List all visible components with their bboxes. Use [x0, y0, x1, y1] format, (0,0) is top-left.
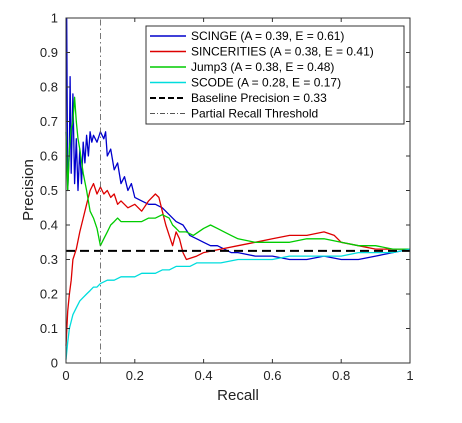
y-tick-label: 0.4 [40, 218, 58, 233]
x-tick-label: 0.8 [332, 368, 350, 383]
y-tick-label: 1 [51, 11, 58, 26]
x-tick-label: 0 [62, 368, 69, 383]
x-tick-label: 1 [406, 368, 413, 383]
legend-label: Partial Recall Threshold [191, 107, 318, 121]
legend-box [145, 25, 405, 125]
legend-label: Jump3 (A = 0.38, E = 0.48) [191, 60, 334, 74]
y-tick-label: 0.5 [40, 183, 58, 198]
y-tick-label: 0.1 [40, 321, 58, 336]
legend-label: SINCERITIES (A = 0.38, E = 0.41) [191, 45, 374, 59]
y-tick-label: 0.3 [40, 252, 58, 267]
series-line-scode [65, 248, 411, 360]
y-tick-label: 0.8 [40, 80, 58, 95]
series-line-sincerities [65, 182, 410, 346]
x-tick-label: 0.2 [126, 368, 144, 383]
y-tick-label: 0.9 [40, 45, 58, 60]
legend: SCINGE (A = 0.39, E = 0.61) SINCERITIES (… [145, 25, 405, 125]
y-tick-label: 0.6 [40, 149, 58, 164]
legend-label: Baseline Precision = 0.33 [191, 91, 327, 105]
series-layer [65, 17, 411, 363]
y-tick-label: 0.7 [40, 114, 58, 129]
x-tick-label: 0.6 [263, 368, 281, 383]
legend-label: SCODE (A = 0.28, E = 0.17) [191, 76, 341, 90]
y-axis-label: Precision [20, 159, 37, 221]
x-axis-label: Recall [217, 387, 259, 404]
y-tick-label: 0.2 [40, 287, 58, 302]
series-line-jump3 [65, 96, 410, 250]
y-tick-label: 0 [51, 356, 58, 371]
x-tick-label: 0.4 [195, 368, 213, 383]
ticks-layer: 0 0.2 0.4 0.6 0.8 1 0 0.1 0.2 0.3 0.4 0.5 0.6 0.7 0.8 0… [40, 11, 414, 384]
legend-label: SCINGE (A = 0.39, E = 0.61) [191, 29, 344, 43]
